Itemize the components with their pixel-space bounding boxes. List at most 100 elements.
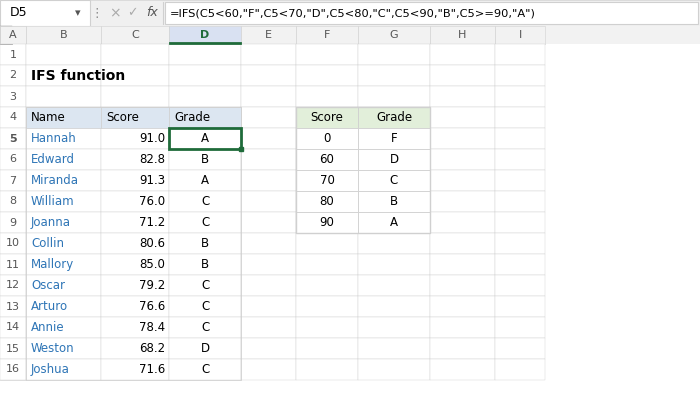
Text: A: A [9,30,17,40]
Text: 16: 16 [6,364,20,374]
Bar [495,275,545,296]
Bar [358,212,430,233]
Text: ✓: ✓ [127,6,137,20]
Text: 10: 10 [6,238,20,248]
Bar [169,317,241,338]
Bar [495,44,545,65]
Bar [169,149,241,170]
Bar [101,212,169,233]
Text: =IFS(C5<60,"F",C5<70,"D",C5<80,"C",C5<90,"B",C5>=90,"A"): =IFS(C5<60,"F",C5<70,"D",C5<80,"C",C5<90… [170,8,536,18]
Bar [296,44,358,65]
Bar [241,233,296,254]
Bar [241,86,296,107]
Text: C: C [390,174,398,187]
Bar [358,275,430,296]
Bar [0,0,700,26]
Bar [495,233,545,254]
Text: 71.2: 71.2 [139,216,165,229]
Text: 82.8: 82.8 [139,153,165,166]
Bar [26,191,101,212]
Bar [169,128,241,149]
Bar [101,317,169,338]
Text: C: C [131,30,139,40]
Bar [101,107,169,128]
Text: Score: Score [106,111,139,124]
Bar [169,65,241,86]
Text: William: William [31,195,75,208]
Bar [296,359,358,380]
Bar [495,296,545,317]
Bar [169,26,241,44]
Text: 60: 60 [320,153,335,166]
Bar [296,149,358,170]
Text: A: A [201,132,209,145]
Bar [241,212,296,233]
Bar [0,191,26,212]
Bar [296,128,358,149]
Bar [101,296,169,317]
Bar [169,128,241,149]
Bar [26,338,101,359]
Bar [495,170,545,191]
Text: B: B [201,237,209,250]
Text: 91.3: 91.3 [139,174,165,187]
Bar [0,275,26,296]
Bar [430,338,495,359]
Text: 15: 15 [6,344,20,354]
Bar [430,296,495,317]
Bar [296,191,358,212]
Bar [26,107,101,128]
Bar [358,86,430,107]
Bar [0,233,26,254]
Bar [0,359,26,380]
Bar [241,275,296,296]
Bar [0,128,26,149]
Bar [430,107,495,128]
Bar [0,65,26,86]
Bar [26,275,101,296]
Bar [26,212,101,233]
Bar [495,338,545,359]
Bar [0,149,26,170]
Text: B: B [390,195,398,208]
Bar [296,170,358,191]
Text: Name: Name [31,111,66,124]
Bar [26,317,101,338]
Bar [495,212,545,233]
Bar [495,86,545,107]
Bar [358,65,430,86]
Text: Edward: Edward [31,153,75,166]
Bar [358,212,430,233]
Text: A: A [201,132,209,145]
Bar [0,107,26,128]
Bar [358,359,430,380]
Bar [0,26,26,44]
Text: D: D [200,342,209,355]
Bar [169,107,241,128]
Text: Miranda: Miranda [31,174,79,187]
Bar [358,149,430,170]
Text: Grade: Grade [174,111,210,124]
Bar [495,26,545,44]
Bar [358,170,430,191]
Bar [0,254,26,275]
Bar [0,233,26,254]
Bar [0,170,26,191]
Bar [296,149,358,170]
Bar [26,296,101,317]
Bar [358,191,430,212]
Bar [169,338,241,359]
Bar [430,317,495,338]
Bar [0,338,26,359]
Bar [26,359,101,380]
Bar [430,233,495,254]
Bar [0,149,26,170]
Bar [0,359,26,380]
Text: A: A [390,216,398,229]
Bar [101,233,169,254]
Text: 85.0: 85.0 [139,258,165,271]
Bar [358,338,430,359]
Text: B: B [201,258,209,271]
Bar [358,107,430,128]
Bar [26,128,101,149]
